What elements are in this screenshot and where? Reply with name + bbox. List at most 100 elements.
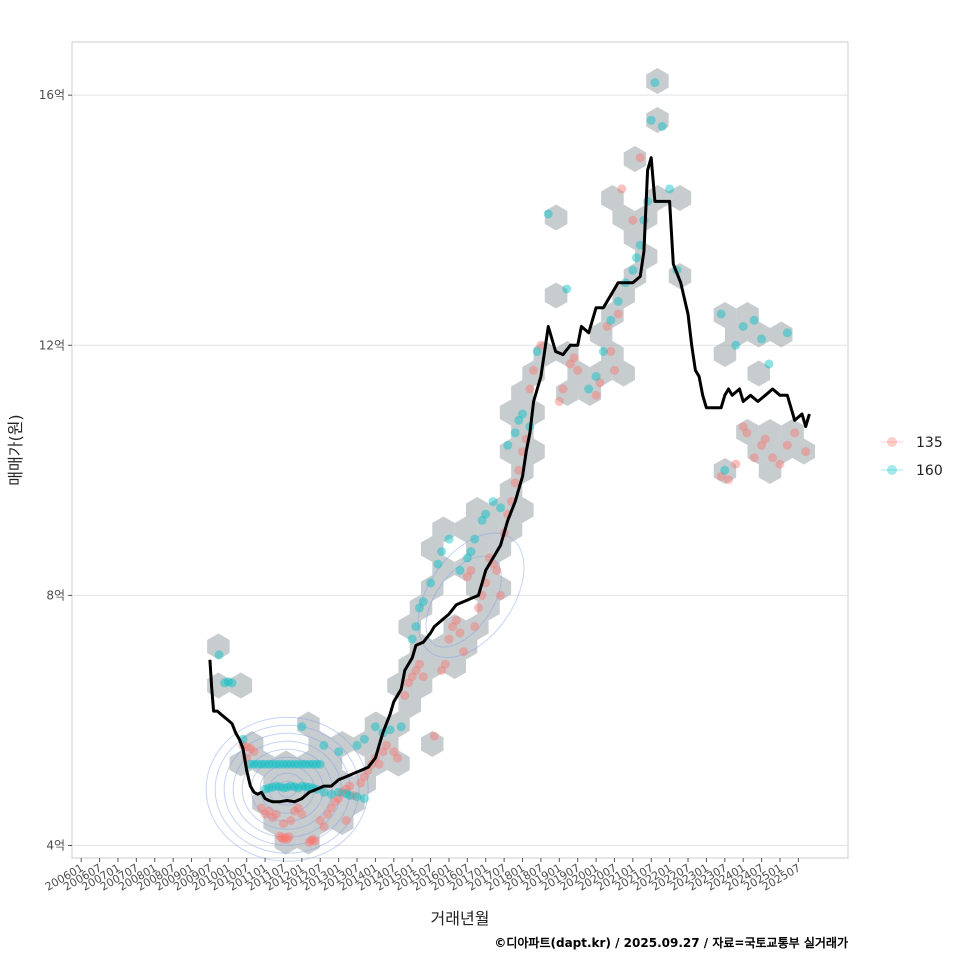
data-point-135 [591,390,601,400]
hexbin-cell [556,341,579,367]
data-point-160 [275,759,285,769]
data-point-135 [724,475,733,485]
hexbin-cell [263,770,286,796]
hexbin-cell [770,321,793,348]
data-point-160 [462,553,472,563]
data-point-135 [525,384,535,394]
data-point-160 [584,384,594,394]
data-point-160 [543,209,553,219]
hexbin-cell [353,770,376,796]
data-point-135 [323,809,333,819]
data-point-135 [245,744,255,754]
data-point-135 [415,659,424,669]
hexbin-cell [319,789,343,816]
hexbin-cell [387,750,410,777]
data-point-160 [264,783,274,793]
y-tick-label: 4억 [46,838,65,852]
hexbin-cell [758,458,782,484]
data-point-160 [352,792,362,802]
data-point-135 [256,803,266,813]
hexbin-cell [274,750,298,777]
data-point-160 [437,547,447,557]
data-point-135 [635,153,645,163]
data-point-135 [558,384,568,394]
density-contour [417,532,525,659]
data-point-135 [341,784,351,794]
data-point-135 [404,678,413,688]
data-point-160 [646,115,656,125]
hexbin-cell [634,243,658,270]
hexbin-cell [466,614,489,640]
data-point-135 [801,447,811,457]
x-axis-title: 거래년월 [431,909,490,928]
hexbin-cell [713,341,737,367]
data-point-135 [249,747,259,757]
data-point-135 [418,672,428,682]
data-point-135 [613,309,623,319]
data-point-135 [749,453,759,463]
data-point-135 [536,340,546,350]
density-contour [268,772,306,806]
data-point-135 [341,816,351,825]
hexbin-cell [330,809,354,835]
data-point-160 [312,759,322,769]
hexbin-cell [409,594,433,621]
data-point-135 [337,787,347,797]
data-point-135 [565,359,575,369]
data-point-160 [279,759,288,769]
data-point-160 [256,759,266,769]
hexbin-cell [736,419,759,445]
data-point-135 [319,822,329,832]
data-point-160 [782,328,792,338]
data-point-135 [293,803,303,813]
data-point-160 [279,783,288,793]
data-point-135 [284,832,294,842]
data-point-135 [492,565,502,575]
data-point-135 [348,791,358,800]
hexbin-cell [398,692,421,718]
data-point-160 [260,759,270,769]
data-point-135 [389,747,399,757]
data-point-160 [503,440,513,450]
data-point-135 [573,365,583,375]
data-point-135 [595,378,605,388]
hexbin-cell [330,731,354,757]
hexbin-cell [623,146,647,172]
data-point-135 [308,834,318,844]
data-point-135 [306,836,316,845]
data-point-160 [308,759,318,769]
data-point-160 [319,787,329,797]
data-point-160 [260,784,270,794]
data-point-135 [510,478,520,488]
data-point-160 [481,509,491,519]
plot-panel [71,41,849,859]
hexbin-cell [207,633,230,660]
hexbin-cell [297,711,320,738]
hexbin-cell [421,731,444,757]
data-point-135 [610,365,619,375]
data-point-160 [632,253,641,263]
data-point-135 [554,397,564,406]
data-point-160 [297,722,307,732]
data-point-160 [326,789,336,799]
data-point-160 [275,782,285,792]
data-point-135 [437,665,447,675]
legend: 135 160 [881,435,943,479]
hexbin-cell [466,497,489,523]
hexbin-cell [454,516,478,543]
data-point-160 [628,265,638,275]
density-contour [277,780,297,798]
hexbin-cell [747,360,770,387]
data-point-160 [598,347,608,356]
data-point-135 [400,690,410,700]
data-point-135 [310,836,320,846]
data-point-160 [665,184,675,194]
hexbin-cell [387,711,410,738]
hexbin-cell [544,204,568,231]
data-point-135 [359,772,369,782]
data-point-135 [496,590,505,600]
hexbin-cell [398,614,421,640]
hexbin-cell [252,750,275,777]
data-point-160 [411,622,421,632]
